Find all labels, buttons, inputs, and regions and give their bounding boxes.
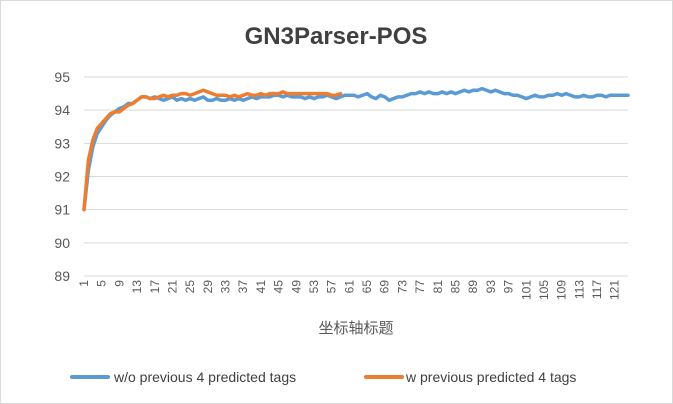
x-tick-label: 77 <box>413 280 427 294</box>
x-tick-label: 109 <box>555 280 569 300</box>
series-lines <box>82 86 630 212</box>
y-tick-label: 94 <box>54 102 70 118</box>
x-tick-labels: 1 5 9 13 17 21 25 29 33 37 41 45 49 53 57 61 65 69 73 77 81 8… <box>77 280 622 300</box>
x-tick-label: 29 <box>201 280 215 294</box>
x-tick-label: 5 <box>95 280 109 287</box>
legend-label-series-2: w previous predicted 4 tags <box>405 369 576 385</box>
x-tick-label: 45 <box>272 280 286 294</box>
series-line-2 <box>82 88 343 212</box>
x-tick-label: 65 <box>360 280 374 294</box>
x-tick-label: 37 <box>236 280 250 294</box>
y-tick-labels: 89 90 91 92 93 94 95 <box>54 69 70 284</box>
x-tick-label: 89 <box>466 280 480 294</box>
y-tick-label: 92 <box>54 169 70 185</box>
x-tick-label: 49 <box>289 280 303 294</box>
legend: w/o previous 4 predicted tags w previous… <box>70 369 576 385</box>
x-tick-label: 73 <box>395 280 409 294</box>
x-tick-label: 117 <box>590 280 604 299</box>
x-tick-label: 1 <box>77 280 91 287</box>
x-tick-label: 21 <box>165 280 179 294</box>
y-tick-label: 95 <box>54 69 70 85</box>
x-tick-label: 97 <box>502 280 516 294</box>
x-tick-label: 25 <box>183 280 197 294</box>
x-tick-label: 33 <box>219 280 233 294</box>
gridlines <box>84 76 628 277</box>
y-tick-label: 90 <box>54 235 70 251</box>
chart-title: GN3Parser-POS <box>245 23 428 50</box>
series-line-1 <box>82 86 630 212</box>
x-tick-label: 121 <box>608 280 622 300</box>
x-tick-label: 85 <box>449 280 463 294</box>
x-tick-label: 9 <box>112 280 126 287</box>
x-tick-label: 17 <box>148 280 162 294</box>
x-tick-label: 41 <box>254 280 268 294</box>
x-tick-label: 105 <box>537 280 551 300</box>
x-tick-label: 57 <box>325 280 339 294</box>
x-tick-label: 81 <box>431 280 445 294</box>
x-tick-label: 69 <box>378 280 392 294</box>
y-tick-label: 93 <box>54 135 70 151</box>
legend-label-series-1: w/o previous 4 predicted tags <box>113 369 296 385</box>
x-tick-label: 101 <box>519 280 533 300</box>
y-tick-label: 91 <box>54 202 70 218</box>
x-tick-label: 113 <box>572 280 586 299</box>
x-tick-label: 53 <box>307 280 321 294</box>
x-axis-title: 坐标轴标题 <box>318 320 393 337</box>
x-tick-label: 13 <box>130 280 144 294</box>
x-tick-label: 61 <box>342 280 356 294</box>
y-tick-label: 89 <box>54 268 70 284</box>
x-tick-label: 93 <box>484 280 498 294</box>
